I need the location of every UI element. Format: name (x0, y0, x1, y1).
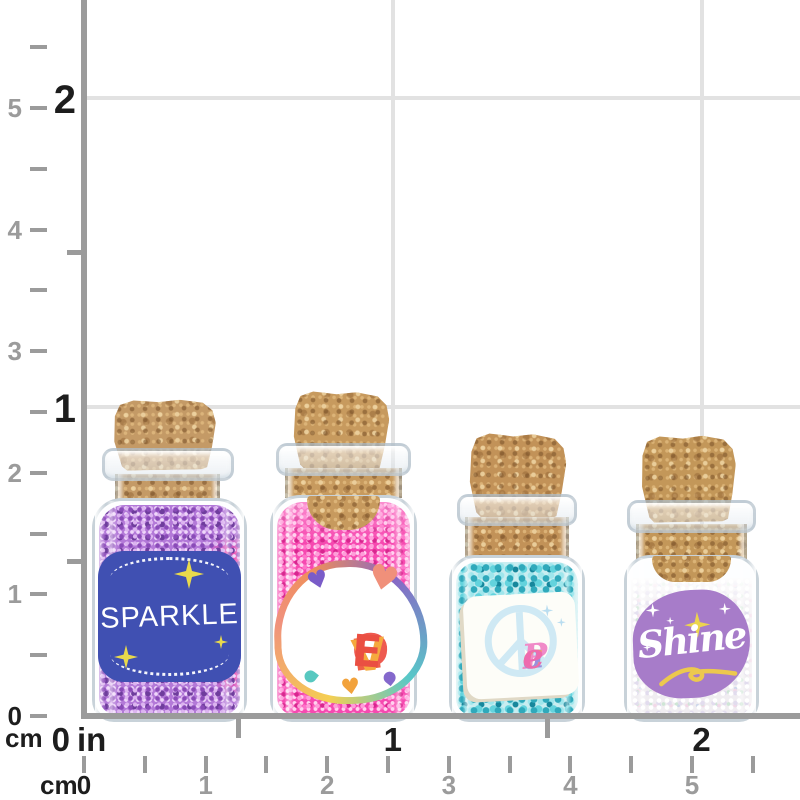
bottom-cm-tick (264, 756, 269, 773)
x-axis (81, 713, 800, 719)
left-cm-tick (30, 531, 47, 536)
bottom-in-number: 2 (692, 721, 711, 758)
left-in-half-tick (67, 558, 84, 564)
left-in-number: 2 (53, 78, 76, 123)
bottom-cm-tick (203, 756, 208, 773)
left-cm-tick (30, 470, 47, 475)
bottom-cm-tick (568, 756, 573, 773)
left-in-half-tick (67, 249, 84, 255)
left-cm-tick (30, 349, 47, 354)
left-cm-tick (30, 288, 47, 293)
left-cm-tick (30, 227, 47, 232)
bottom-cm-tick (386, 756, 390, 773)
bottom-cm-number: 1 (198, 770, 213, 800)
left-in-number: 1 (53, 387, 76, 432)
bottom-cm-number: 3 (441, 770, 457, 800)
bottom-cm-number: 2 (319, 770, 335, 800)
bottom-cm-tick (690, 756, 694, 773)
left-cm-tick (30, 653, 47, 658)
bottom-cm-tick (750, 756, 755, 773)
bottom-cm-number: 4 (563, 770, 578, 800)
bottom-cm-tick (629, 756, 634, 773)
bottom-in-half-tick (235, 719, 241, 738)
gridline-horizontal (87, 405, 800, 410)
dotted-arc (110, 557, 229, 600)
left-cm-tick (30, 592, 47, 597)
glass-lip (102, 448, 234, 481)
left-cm-tick (30, 45, 47, 50)
glass-body: Shine (624, 555, 759, 722)
bottom-cm-tick (325, 756, 330, 773)
left-cm-tick (30, 714, 47, 718)
left-cm-number: 2 (7, 457, 22, 488)
bottom-cm-unit: cm (40, 770, 78, 800)
label-shine: Shine (631, 587, 752, 701)
left-cm-number: 0 (7, 701, 22, 731)
bottom-in-half-tick (544, 719, 550, 738)
bottom-cm-tick (507, 756, 512, 773)
gridline-vertical (390, 0, 395, 713)
left-cm-tick (30, 106, 47, 110)
left-cm-number: 5 (7, 93, 22, 123)
glass-lip (627, 500, 756, 533)
bottom-cm-tick (82, 756, 86, 773)
underline-flourish-icon (659, 667, 738, 687)
left-cm-unit: cm (5, 723, 43, 753)
bottle-shine: Shine (624, 436, 759, 722)
gridline-vertical (699, 0, 704, 713)
bottom-in-zero: 0 (51, 721, 70, 758)
glass-body: SPARKLE (92, 498, 247, 722)
bottom-cm-tick (142, 756, 147, 773)
label-sparkle: SPARKLE (98, 551, 241, 682)
left-cm-number: 4 (7, 214, 22, 245)
bottom-in-number: 1 (383, 721, 402, 758)
bottle-sparkle: SPARKLE (92, 400, 247, 722)
glass-lip (276, 443, 411, 476)
bottom-in-unit: in (77, 721, 107, 758)
gridline-horizontal (87, 96, 800, 101)
left-cm-number: 3 (7, 336, 22, 367)
y-axis (81, 0, 87, 719)
bottom-cm-number: 0 (76, 770, 92, 800)
bottom-cm-number: 5 (684, 770, 700, 800)
left-cm-tick (30, 410, 47, 414)
glass-lip (457, 494, 577, 526)
left-cm-tick (30, 166, 47, 171)
bottom-cm-tick (446, 756, 451, 773)
dotted-arc (110, 633, 229, 676)
left-cm-number: 1 (7, 579, 22, 610)
